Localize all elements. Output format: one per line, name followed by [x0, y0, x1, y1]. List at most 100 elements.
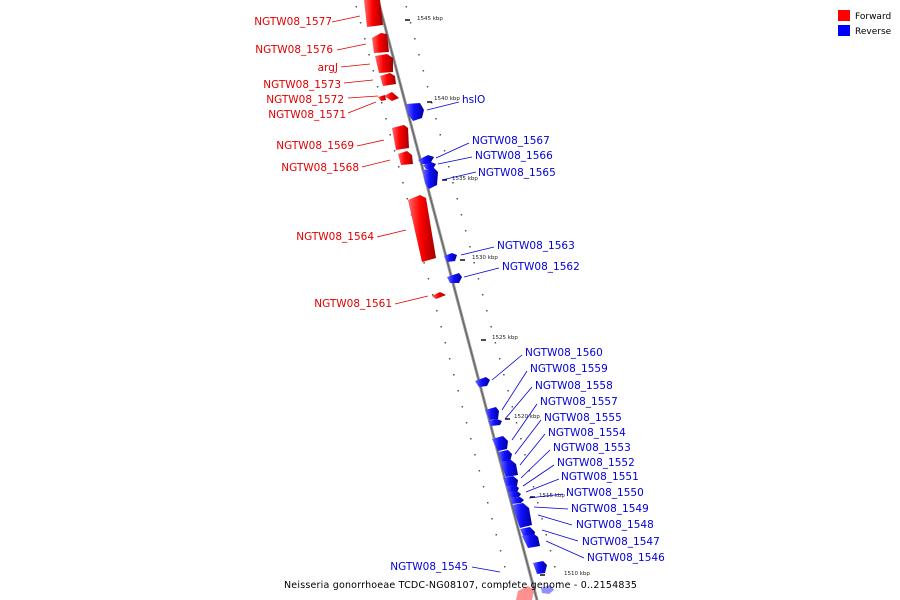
gene-NGTW08_1577[interactable]: NGTW08_1577: [254, 0, 383, 28]
gene-NGTW08_1564[interactable]: NGTW08_1564: [296, 195, 436, 262]
tick-dot: [436, 310, 438, 312]
tick-dot: [482, 486, 485, 488]
gene-label: NGTW08_1565: [478, 167, 556, 179]
tick-dot: [503, 374, 505, 376]
gene-NGTW08_1558[interactable]: NGTW08_1558: [488, 380, 613, 426]
gene-NGTW08_1565[interactable]: NGTW08_1565: [423, 167, 556, 189]
kbp-marker: 1520 kbp: [505, 414, 540, 420]
gene-NGTW08_1566[interactable]: NGTW08_1566: [423, 150, 553, 169]
gene-NGTW08_1562[interactable]: NGTW08_1562: [447, 261, 580, 283]
kbp-label: 1510 kbp: [564, 571, 590, 577]
kbp-marker: 1530 kbp: [460, 255, 498, 261]
gene-label: NGTW08_1549: [571, 503, 649, 515]
gene-label: NGTW08_1567: [472, 135, 550, 147]
gene-label: NGTW08_1550: [566, 487, 644, 499]
gene-NGTW08_1548[interactable]: NGTW08_1548: [520, 514, 654, 538]
gene-NGTW08_1557[interactable]: NGTW08_1557: [492, 396, 618, 451]
tick-dot: [515, 422, 518, 424]
gene-NGTW08_1571[interactable]: NGTW08_1571: [268, 95, 386, 121]
gene-NGTW08_1560[interactable]: NGTW08_1560: [475, 347, 603, 387]
reverse-swatch: [838, 25, 850, 36]
tick-dot: [558, 582, 560, 584]
gene-argJ[interactable]: argJ: [318, 54, 393, 74]
tick-dot: [431, 102, 433, 104]
tick-dot: [478, 470, 481, 472]
kbp-label: 1520 kbp: [514, 414, 540, 420]
gene-NGTW08_1553[interactable]: NGTW08_1553: [503, 442, 631, 487]
tick-dot: [495, 534, 497, 536]
gene-NGTW08_1573[interactable]: NGTW08_1573: [263, 73, 396, 91]
tick-dot: [364, 38, 366, 40]
gene-NGTW08_1547[interactable]: NGTW08_1547: [522, 529, 660, 548]
tick-dot: [393, 150, 396, 152]
legend-reverse-label: Reverse: [855, 27, 892, 37]
gene-NGTW08_1555[interactable]: NGTW08_1555: [498, 412, 622, 463]
gene-NGTW08_1545[interactable]: NGTW08_1545: [390, 561, 501, 573]
gene-reverse-partial[interactable]: [541, 585, 554, 594]
tick-dot: [508, 582, 510, 584]
gene-label: NGTW08_1559: [530, 363, 608, 375]
gene-label: NGTW08_1551: [561, 471, 639, 483]
tick-dot: [444, 342, 447, 344]
gene-NGTW08_1572[interactable]: NGTW08_1572: [266, 92, 399, 106]
gene-NGTW08_1567[interactable]: NGTW08_1567: [418, 135, 550, 164]
tick-dot: [418, 54, 420, 56]
tick-dot: [406, 198, 408, 200]
gene-NGTW08_1559[interactable]: NGTW08_1559: [485, 363, 608, 420]
gene-NGTW08_1554[interactable]: NGTW08_1554: [500, 427, 626, 477]
gene-label: NGTW08_1573: [263, 79, 341, 91]
kbp-marker: 1540 kbp: [427, 96, 460, 103]
tick-dot: [423, 262, 425, 264]
kbp-label: 1525 kbp: [492, 335, 518, 341]
gene-NGTW08_1549[interactable]: NGTW08_1549: [512, 503, 649, 528]
legend: Forward Reverse: [838, 10, 892, 37]
tick-dot: [507, 390, 509, 392]
gene-label: NGTW08_1561: [314, 298, 392, 310]
gene-forward-partial[interactable]: [516, 586, 534, 600]
tick-dot: [435, 118, 437, 120]
tick-dot: [470, 438, 472, 440]
tick-dot: [448, 358, 451, 360]
gene-NGTW08_1561[interactable]: NGTW08_1561: [314, 292, 446, 310]
kbp-marker: 1510 kbp: [540, 571, 590, 577]
gene-label: NGTW08_1558: [535, 380, 613, 392]
tick-dot: [524, 454, 526, 456]
tick-dot: [554, 566, 556, 568]
tick-dot: [439, 134, 441, 136]
tick-dot: [469, 246, 471, 248]
tick-dot: [545, 534, 547, 536]
tick-dot: [453, 374, 455, 376]
tick-dot: [359, 22, 362, 24]
tick-dot: [409, 22, 412, 24]
gene-label: NGTW08_1553: [553, 442, 631, 454]
tick-dot: [491, 518, 493, 520]
gene-NGTW08_1576[interactable]: NGTW08_1576: [255, 33, 389, 56]
tick-dot: [541, 518, 543, 520]
gene-NGTW08_1546[interactable]: NGTW08_1546: [533, 540, 665, 574]
tick-dot: [499, 550, 502, 552]
gene-label: NGTW08_1545: [390, 561, 468, 573]
tick-dot: [440, 326, 442, 328]
tick-dot: [504, 566, 506, 568]
tick-dot: [405, 6, 408, 8]
tick-dot: [464, 230, 467, 232]
gene-NGTW08_1568[interactable]: NGTW08_1568: [281, 151, 413, 174]
forward-swatch: [838, 10, 850, 21]
gene-label: NGTW08_1572: [266, 94, 344, 106]
tick-dot: [474, 454, 476, 456]
tick-dot: [549, 550, 552, 552]
gene-NGTW08_1552[interactable]: NGTW08_1552: [506, 457, 635, 493]
tick-dot: [427, 278, 430, 280]
tick-dot: [465, 422, 468, 424]
tick-dot: [490, 326, 492, 328]
gene-label: NGTW08_1560: [525, 347, 603, 359]
gene-NGTW08_1569[interactable]: NGTW08_1569: [276, 125, 409, 152]
tick-dot: [376, 86, 379, 88]
gene-label: NGTW08_1547: [582, 536, 660, 548]
gene-hslO[interactable]: hslO: [406, 94, 485, 121]
gene-NGTW08_1551[interactable]: NGTW08_1551: [508, 471, 639, 498]
tick-dot: [368, 54, 370, 56]
tick-dot: [498, 358, 501, 360]
gene-NGTW08_1563[interactable]: NGTW08_1563: [444, 240, 575, 262]
gene-NGTW08_1550[interactable]: NGTW08_1550: [510, 487, 644, 504]
